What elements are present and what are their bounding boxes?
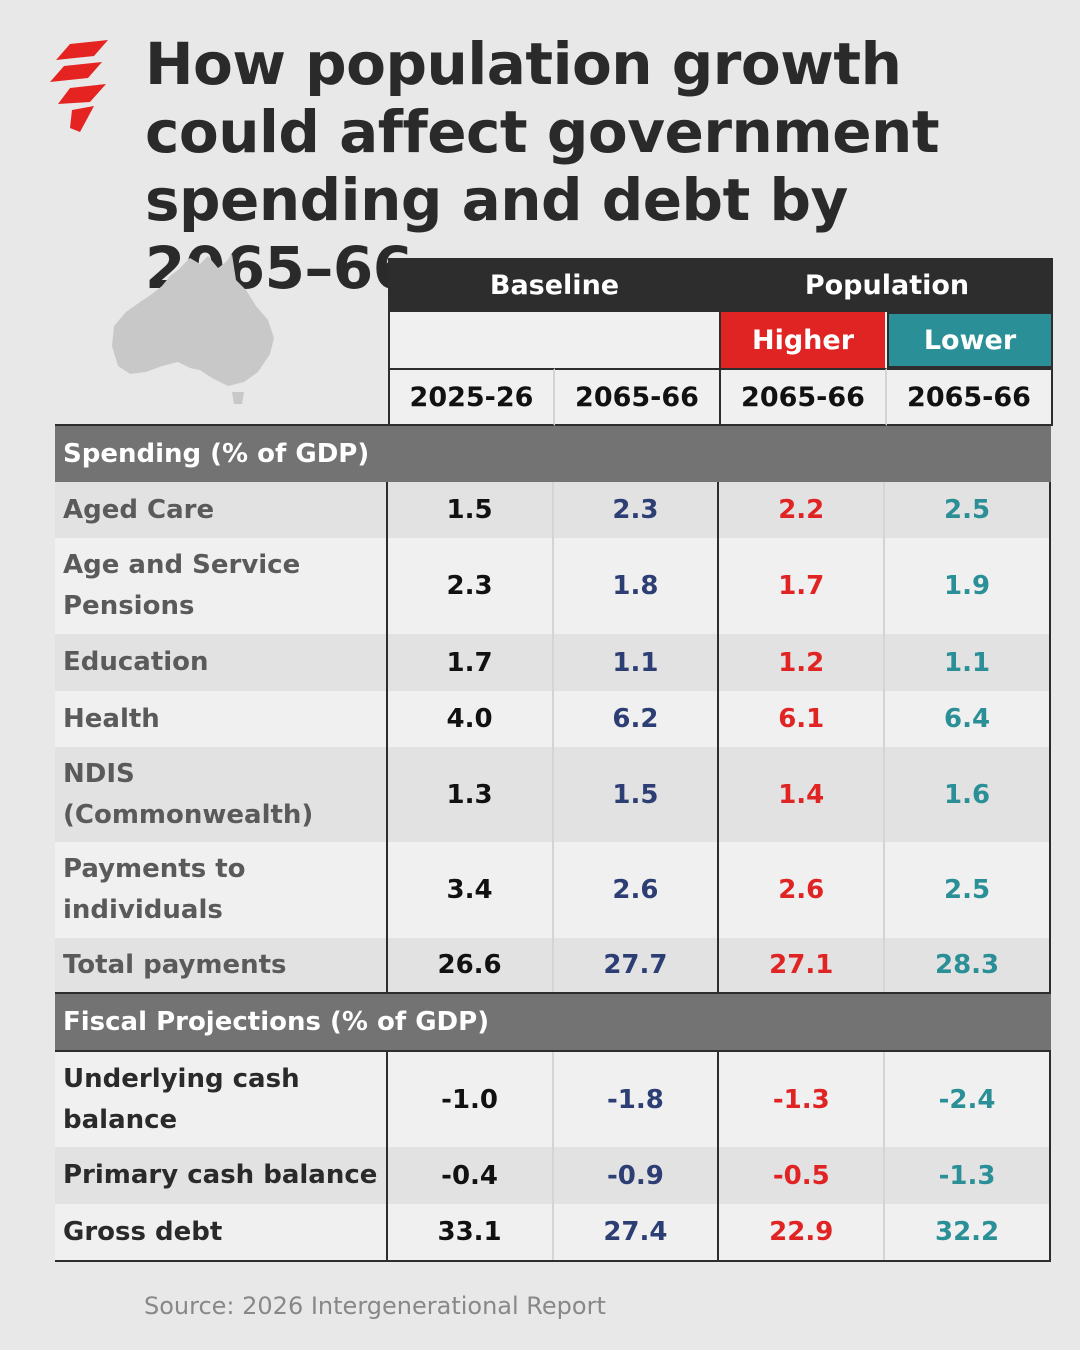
year-header: 2025-26 [388,368,555,426]
row-label: NDIS (Commonwealth) [55,747,388,842]
value-cell: 1.7 [387,634,554,691]
value-cell: 33.1 [387,1204,554,1260]
value-cell: 1.2 [719,634,886,691]
row-label: Gross debt [55,1204,388,1260]
page-title: How population growth could affect gover… [145,30,940,302]
table-row: Age and Service Pensions 2.3 1.8 1.7 1.9 [55,538,1051,634]
value-cell: -1.0 [387,1052,554,1147]
table-row: Education 1.7 1.1 1.2 1.1 [55,634,1051,691]
header-lower: Lower [887,312,1053,368]
table-row: Health 4.0 6.2 6.1 6.4 [55,691,1051,747]
value-cell: 1.5 [387,482,554,538]
year-header: 2065-66 [887,368,1053,426]
value-cell: 1.1 [553,634,720,691]
table-row: Primary cash balance -0.4 -0.9 -0.5 -1.3 [55,1147,1051,1204]
value-cell: -0.5 [719,1147,886,1204]
value-cell: 28.3 [885,938,1051,992]
value-cell: 2.3 [553,482,720,538]
row-label: Age and Service Pensions [55,538,388,634]
value-cell: 26.6 [387,938,554,992]
value-cell: 1.5 [553,747,720,842]
row-label: Payments to individuals [55,842,388,938]
value-cell: 2.3 [387,538,554,634]
row-label: Health [55,691,388,747]
value-cell: 3.4 [387,842,554,938]
value-cell: 2.6 [719,842,886,938]
value-cell: 1.6 [885,747,1051,842]
value-cell: 27.4 [553,1204,720,1260]
header-higher: Higher [721,312,887,368]
value-cell: 4.0 [387,691,554,747]
value-cell: 27.7 [553,938,720,992]
section-fiscal: Fiscal Projections (% of GDP) [55,994,1051,1050]
value-cell: 6.4 [885,691,1051,747]
row-label: Education [55,634,388,691]
value-cell: -1.3 [885,1147,1051,1204]
table-row: Payments to individuals 3.4 2.6 2.6 2.5 [55,842,1051,938]
value-cell: 1.1 [885,634,1051,691]
header-rule [55,424,388,426]
value-cell: 2.5 [885,842,1051,938]
value-cell: 2.2 [719,482,886,538]
value-cell: 32.2 [885,1204,1051,1260]
australia-map-icon [112,254,274,404]
table-row: NDIS (Commonwealth) 1.3 1.5 1.4 1.6 [55,747,1051,842]
value-cell: -0.9 [553,1147,720,1204]
sbs-logo-icon [50,40,108,132]
source-note: Source: 2026 Intergenerational Report [144,1292,606,1320]
table-row: Total payments 26.6 27.7 27.1 28.3 [55,938,1051,994]
value-cell: -1.3 [719,1052,886,1147]
table-row: Aged Care 1.5 2.3 2.2 2.5 [55,482,1051,538]
year-header: 2065-66 [555,368,721,426]
value-cell: 1.9 [885,538,1051,634]
table-row: Underlying cash balance -1.0 -1.8 -1.3 -… [55,1050,1051,1147]
value-cell: -2.4 [885,1052,1051,1147]
table-row: Gross debt 33.1 27.4 22.9 32.2 [55,1204,1051,1262]
value-cell: 22.9 [719,1204,886,1260]
section-spending: Spending (% of GDP) [55,426,1051,482]
header-baseline: Baseline [388,258,721,312]
header-population: Population [721,258,1053,312]
value-cell: 2.5 [885,482,1051,538]
row-label: Total payments [55,938,388,992]
header-baseline-spacer [388,312,721,368]
row-label: Aged Care [55,482,388,538]
value-cell: -0.4 [387,1147,554,1204]
value-cell: 6.1 [719,691,886,747]
value-cell: 1.4 [719,747,886,842]
value-cell: 1.7 [719,538,886,634]
value-cell: 2.6 [553,842,720,938]
value-cell: 1.8 [553,538,720,634]
row-label: Primary cash balance [55,1147,388,1204]
value-cell: -1.8 [553,1052,720,1147]
value-cell: 27.1 [719,938,886,992]
year-header: 2065-66 [721,368,887,426]
value-cell: 1.3 [387,747,554,842]
row-label: Underlying cash balance [55,1052,388,1147]
value-cell: 6.2 [553,691,720,747]
